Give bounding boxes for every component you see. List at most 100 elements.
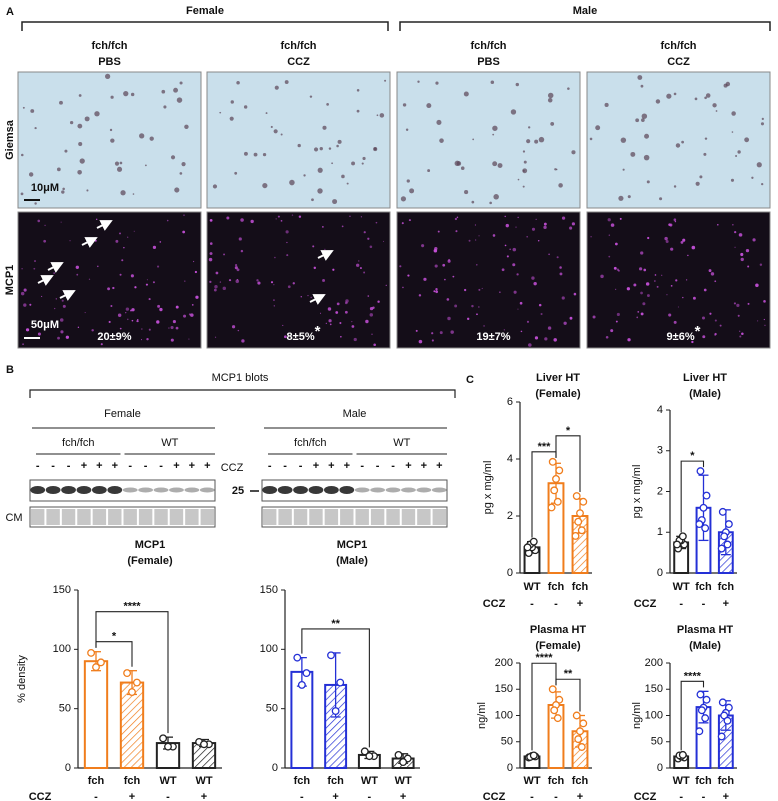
stain-dot (607, 218, 611, 222)
stain-dot (236, 81, 240, 85)
stain-dot (241, 339, 245, 343)
stain-dot (747, 302, 750, 305)
stain-dot (645, 282, 650, 286)
stain-dot (703, 288, 707, 292)
cm-lane (340, 509, 354, 525)
y-tick-label: 50 (501, 736, 513, 748)
stain-dot (172, 320, 176, 324)
stain-dot (533, 281, 537, 286)
stain-dot (159, 307, 163, 312)
stain-dot (405, 128, 409, 131)
stain-dot (534, 336, 539, 340)
stain-dot (317, 188, 323, 194)
chart-title: MCP1 (337, 539, 368, 551)
significance-mark: * (315, 323, 321, 340)
stain-dot (543, 225, 547, 230)
x-tick-label: WT (159, 775, 176, 787)
stain-dot (275, 218, 277, 220)
data-point (717, 732, 726, 741)
data-point (523, 543, 532, 552)
data-point (702, 491, 711, 500)
ccz-sign: + (204, 460, 210, 472)
blot-band (107, 486, 123, 494)
stain-dot (531, 276, 535, 280)
stain-dot (236, 278, 239, 281)
stain-dot (613, 266, 617, 270)
stain-dot (505, 223, 510, 228)
significance-label: **** (123, 601, 141, 613)
chart-subtitle: (Male) (336, 555, 368, 567)
row-label: MCP1 (4, 265, 16, 296)
data-point (547, 503, 556, 512)
stain-dot (409, 188, 415, 194)
stain-dot (140, 339, 143, 341)
stain-dot (608, 234, 611, 236)
column-genotype: fch/fch (280, 40, 316, 52)
stain-dot (418, 339, 423, 344)
stain-dot (610, 223, 615, 227)
stain-dot (104, 73, 111, 80)
stain-dot (694, 97, 698, 101)
stain-dot (213, 288, 217, 292)
stain-dot (95, 218, 98, 221)
stain-dot (463, 288, 467, 292)
stain-dot (399, 265, 402, 268)
stain-dot (383, 240, 385, 242)
stain-dot (526, 139, 531, 144)
stain-dot (59, 100, 63, 105)
stain-dot (515, 82, 520, 87)
stain-dot (234, 266, 238, 270)
stain-dot (510, 109, 517, 115)
data-point (678, 750, 687, 759)
stain-dot (107, 287, 111, 291)
y-tick-label: 200 (645, 657, 663, 669)
stain-dot (270, 281, 274, 284)
ccz-sign: - (679, 598, 683, 610)
blot-band (277, 486, 293, 494)
stain-dot (739, 335, 742, 338)
stain-dot (34, 260, 36, 262)
stain-dot (640, 84, 644, 88)
stain-dot (408, 219, 411, 222)
stain-dot (322, 279, 325, 282)
stain-dot (590, 236, 592, 238)
stain-dot (554, 168, 557, 171)
stain-dot (433, 290, 436, 293)
stain-dot (736, 303, 740, 308)
stain-dot (569, 226, 573, 230)
blot-band (61, 486, 76, 494)
stain-dot (317, 167, 323, 173)
ccz-sign: + (577, 791, 583, 801)
stain-dot (77, 169, 82, 175)
significance-label: * (566, 425, 571, 437)
stain-dot (561, 296, 565, 300)
stain-dot (528, 126, 531, 129)
stain-dot (733, 302, 737, 305)
stain-dot (223, 253, 226, 256)
stain-dot (88, 278, 91, 280)
blot-band (122, 487, 138, 493)
data-point (576, 509, 584, 518)
x-tick-label: fch (718, 581, 735, 593)
stain-dot (325, 322, 327, 324)
stain-dot (273, 284, 275, 286)
stain-dot (84, 312, 86, 314)
ccz-sign: - (300, 791, 304, 801)
stain-dot (144, 164, 147, 167)
stain-dot (179, 81, 183, 85)
stain-dot (497, 163, 503, 168)
ccz-sign: - (530, 598, 534, 610)
stain-dot (526, 320, 530, 323)
stain-dot (240, 249, 244, 253)
stain-dot (262, 153, 267, 157)
stain-dot (450, 330, 454, 334)
stain-dot (157, 304, 161, 308)
data-point (695, 520, 704, 529)
stain-dot (84, 116, 90, 122)
stain-dot (161, 89, 166, 94)
data-point (555, 466, 564, 475)
stain-dot (23, 288, 27, 292)
blot-genotype: fch/fch (62, 437, 94, 449)
cm-lane (92, 509, 107, 525)
stain-dot (523, 160, 527, 164)
